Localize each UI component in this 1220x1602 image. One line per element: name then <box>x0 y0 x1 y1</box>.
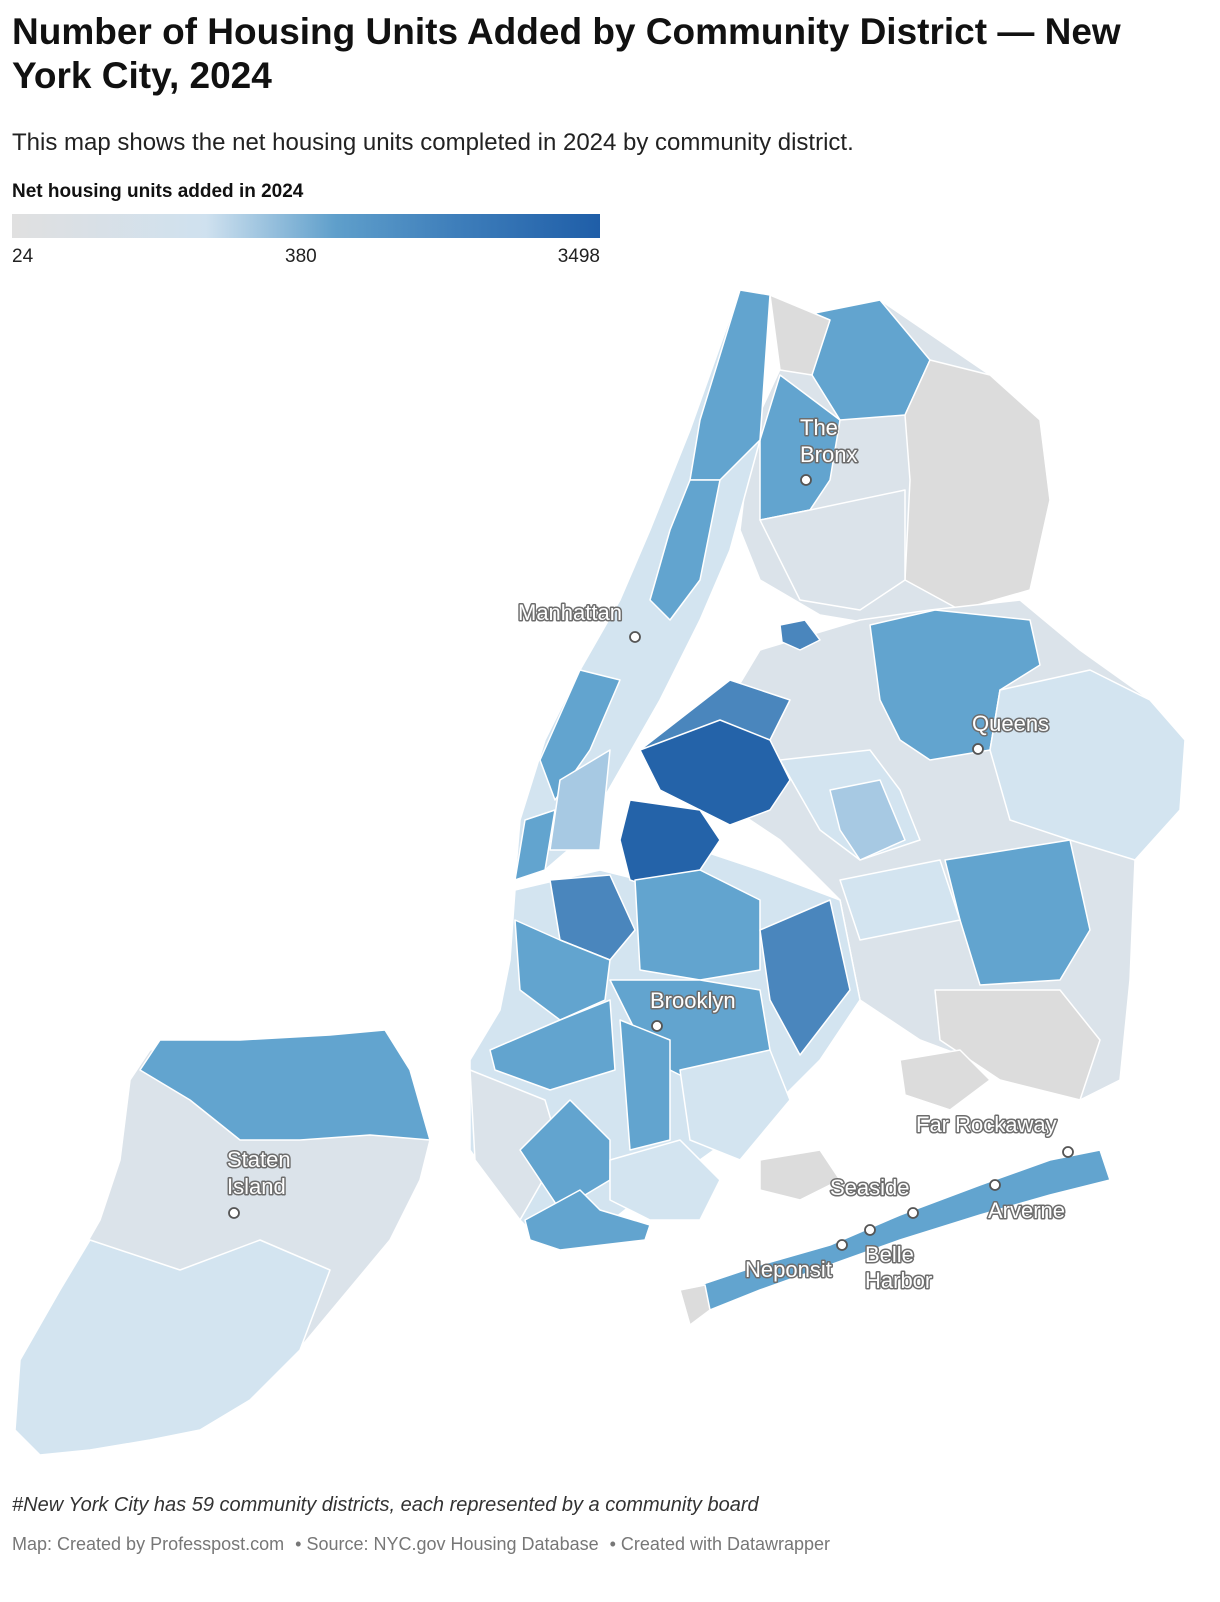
manhattan-marker <box>629 631 641 643</box>
jamaica-bay-islands-east <box>899 1049 991 1111</box>
credits-line: Map: Created by Professpost.com • Source… <box>12 1534 836 1555</box>
footnote: #New York City has 59 community district… <box>12 1494 759 1516</box>
brooklyn-district-crownheights <box>634 869 761 981</box>
staten-island-district-south <box>14 1239 331 1456</box>
queens-label: Queens <box>972 711 1049 736</box>
jamaica-bay-islands <box>759 1149 841 1201</box>
arverne-label: Arverne <box>988 1198 1065 1223</box>
staten-island-district-north <box>139 1029 431 1141</box>
brooklyn-district-sheepshead <box>609 1139 721 1221</box>
seaside-label: Seaside <box>830 1175 910 1200</box>
queens-jfk-airport <box>934 989 1101 1101</box>
rockaway-west <box>679 1284 711 1326</box>
arverne-marker <box>989 1179 1001 1191</box>
chart-title: Number of Housing Units Added by Communi… <box>12 11 1121 96</box>
queens-marker <box>972 743 984 755</box>
bronx-district-east <box>904 359 1051 611</box>
far-rockaway-marker <box>1062 1146 1074 1158</box>
nyc-community-district-map: The Bronx Manhattan Queens Brooklyn Stat… <box>14 289 1186 1456</box>
legend-gradient-bar <box>12 214 600 238</box>
credit-tool: • Created with Datawrapper <box>609 1534 831 1554</box>
bronx-district-riverdale <box>769 294 831 376</box>
far-rockaway-label: Far Rockaway <box>916 1112 1057 1137</box>
brooklyn-label: Brooklyn <box>650 988 736 1013</box>
legend-min-label: 24 <box>12 246 34 267</box>
belle-harbor-marker <box>864 1224 876 1236</box>
manhattan-district-east <box>549 749 611 851</box>
belle-harbor-label-line1: Belle <box>865 1242 914 1267</box>
credit-source: • Source: NYC.gov Housing Database <box>295 1534 599 1554</box>
brooklyn-district-coneyisland <box>524 1189 651 1251</box>
brooklyn-district-bayridge <box>469 1069 561 1221</box>
manhattan-district-harlem <box>649 479 721 621</box>
bronx-label-line2: Bronx <box>800 442 857 467</box>
rikers-island <box>779 619 821 651</box>
manhattan-label: Manhattan <box>518 600 622 625</box>
legend-max-label: 3498 <box>557 246 600 267</box>
brooklyn-marker <box>651 1020 663 1032</box>
bronx-label-line1: The <box>800 415 838 440</box>
belle-harbor-label-line2: Harbor <box>865 1268 932 1293</box>
bronx-district-south <box>759 489 906 611</box>
brooklyn-district-midwood <box>619 1019 671 1151</box>
brooklyn-district-parkslope <box>514 919 611 1021</box>
manhattan-district-lower <box>514 809 556 881</box>
legend-title: Net housing units added in 2024 <box>12 181 304 202</box>
seaside-marker <box>907 1207 919 1219</box>
brooklyn-district-sunsetpark <box>489 999 616 1091</box>
queens-district-southeast <box>989 669 1186 861</box>
color-legend: Net housing units added in 2024 24 380 3… <box>12 180 600 267</box>
staten-island-marker <box>228 1207 240 1219</box>
queens-district-ozone <box>839 859 961 941</box>
rockaway-peninsula <box>699 1149 1111 1311</box>
brooklyn-district-eastny <box>759 899 851 1056</box>
brooklyn-district-downtown <box>549 874 636 961</box>
legend-mid-label: 380 <box>285 246 317 267</box>
brooklyn-district-canarsie <box>679 1049 791 1161</box>
bronx-marker <box>800 474 812 486</box>
credit-map: Map: Created by Professpost.com <box>12 1534 285 1554</box>
brooklyn-district-williamsburg <box>639 719 791 826</box>
neponsit-marker <box>836 1239 848 1251</box>
staten-island-label-line2: Island <box>227 1174 286 1199</box>
chart-subtitle: This map shows the net housing units com… <box>12 129 854 156</box>
queens-district-kew <box>829 779 906 861</box>
staten-island-label-line1: Staten <box>227 1147 291 1172</box>
neponsit-label: Neponsit <box>745 1257 832 1282</box>
